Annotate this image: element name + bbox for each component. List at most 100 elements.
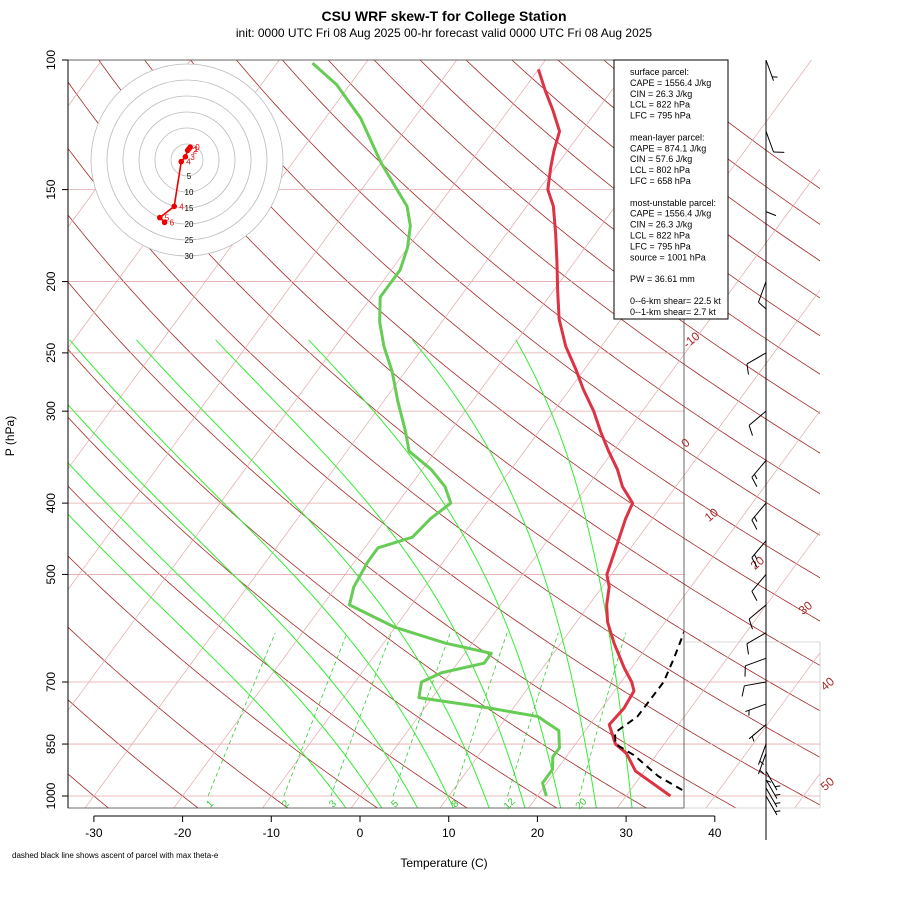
wind-barb-staff bbox=[745, 657, 767, 667]
wind-barb-staff bbox=[746, 632, 767, 645]
x-tick-label: -10 bbox=[263, 826, 281, 840]
footnote: dashed black line shows ascent of parcel… bbox=[12, 851, 219, 860]
hodograph-ring bbox=[122, 95, 252, 225]
wind-barb-column bbox=[741, 59, 785, 840]
isotherm bbox=[705, 652, 820, 808]
y-tick-label: 400 bbox=[44, 493, 58, 513]
moist-adiabat bbox=[215, 339, 526, 808]
dry-adiabat bbox=[68, 81, 820, 712]
dry-adiabat bbox=[68, 626, 289, 808]
hodograph-ring-label: 10 bbox=[185, 188, 194, 197]
moist-adiabat bbox=[69, 339, 454, 808]
parcel-ascent-line bbox=[612, 147, 684, 793]
wind-barb-feather bbox=[751, 519, 758, 530]
wind-barb bbox=[744, 657, 767, 677]
wind-barb bbox=[751, 574, 767, 602]
hodograph-ring bbox=[90, 63, 284, 257]
wind-barb-feather bbox=[753, 473, 758, 480]
wind-barb-feather bbox=[751, 736, 755, 742]
hodograph-ring-label: 20 bbox=[185, 220, 194, 229]
y-axis-label: P (hPa) bbox=[3, 416, 17, 456]
dry-adiabat bbox=[373, 60, 820, 414]
wind-barb-feather bbox=[746, 643, 749, 655]
chart-title: CSU WRF skew-T for College Station bbox=[321, 8, 566, 24]
wind-barb bbox=[765, 795, 781, 816]
info-box-frame bbox=[613, 59, 729, 320]
wind-barb-staff bbox=[765, 131, 774, 153]
wind-barb-staff bbox=[745, 703, 767, 713]
wind-barb bbox=[748, 410, 767, 436]
dry-adiabat bbox=[68, 416, 558, 808]
info-box-line: 0--6-km shear= 22.5 kt bbox=[630, 296, 721, 306]
wind-barb-staff bbox=[758, 743, 767, 765]
wind-barb-feather bbox=[751, 557, 758, 568]
hodograph-ring bbox=[106, 79, 268, 241]
wind-barb-staff bbox=[748, 724, 767, 740]
hodograph-point-label: 5 bbox=[165, 214, 170, 223]
x-tick-label: -20 bbox=[174, 826, 192, 840]
hodograph-background bbox=[91, 64, 283, 256]
wind-barb-staff bbox=[765, 787, 778, 808]
wind-barb-feather bbox=[748, 618, 753, 630]
wind-barb-staff bbox=[748, 604, 767, 620]
y-tick-label: 500 bbox=[44, 564, 58, 584]
info-box-line: source = 1001 hPa bbox=[630, 252, 706, 262]
info-box-line: PW = 36.61 mm bbox=[630, 274, 695, 284]
dry-adiabat bbox=[98, 60, 820, 666]
isotherm bbox=[68, 60, 457, 591]
y-tick-label: 850 bbox=[44, 734, 58, 754]
dry-adiabat bbox=[68, 147, 820, 758]
isotherm bbox=[84, 60, 635, 808]
mixing-ratio-line bbox=[507, 632, 559, 797]
wind-barb-staff bbox=[765, 795, 778, 816]
wind-barb-feather bbox=[759, 760, 765, 765]
x-tick-label: -30 bbox=[85, 826, 103, 840]
hodograph-ring bbox=[170, 143, 204, 177]
wind-barb bbox=[741, 681, 767, 697]
mixing-ratio-line bbox=[207, 632, 276, 797]
mixing-ratio-label: 12 bbox=[502, 796, 518, 812]
wind-barb bbox=[751, 540, 767, 568]
wind-barb-feather bbox=[753, 554, 758, 560]
info-box-line: most-unstable parcel: bbox=[630, 198, 716, 208]
y-tick-label: 200 bbox=[44, 271, 58, 291]
hodograph-point bbox=[171, 203, 177, 210]
wind-barb-staff bbox=[758, 281, 767, 303]
info-box-line: LCL = 822 hPa bbox=[630, 100, 690, 110]
dry-adiabat bbox=[236, 60, 820, 536]
wind-barb-feather bbox=[765, 779, 772, 783]
wind-barb-feather bbox=[741, 685, 745, 697]
wind-barb-feather bbox=[751, 591, 758, 602]
x-tick-label: 40 bbox=[708, 826, 722, 840]
dry-adiabat bbox=[419, 60, 820, 375]
wind-barb bbox=[746, 352, 767, 375]
info-box-line: mean-layer parcel: bbox=[630, 132, 705, 142]
wind-barb-staff bbox=[751, 502, 767, 521]
wind-barb-feather bbox=[765, 211, 777, 217]
y-tick-label: 150 bbox=[44, 179, 58, 199]
wind-barb bbox=[765, 762, 772, 785]
isotherm-label: 50 bbox=[818, 774, 837, 794]
dry-adiabat bbox=[282, 60, 820, 495]
wind-barb bbox=[746, 632, 767, 655]
hodograph-point bbox=[161, 219, 168, 226]
hodograph-ring bbox=[138, 111, 236, 209]
wind-barb-staff bbox=[751, 460, 767, 478]
info-box-line: CAPE = 874.1 J/kg bbox=[630, 143, 706, 153]
wind-barb-staff bbox=[751, 574, 767, 592]
y-tick-label: 1000 bbox=[44, 782, 58, 809]
info-box-line: LFC = 658 hPa bbox=[630, 176, 691, 186]
dry-adiabat bbox=[327, 60, 820, 454]
isotherm bbox=[616, 531, 820, 808]
wind-barb bbox=[751, 502, 767, 530]
mixing-ratio-line bbox=[578, 632, 627, 797]
dry-adiabat bbox=[144, 60, 820, 622]
info-box-line: surface parcel: bbox=[630, 67, 689, 77]
dry-adiabat bbox=[68, 281, 737, 808]
info-box-line: LFC = 795 hPa bbox=[630, 111, 691, 121]
hodograph-ring bbox=[154, 127, 220, 193]
hodograph-ring-label: 5 bbox=[187, 172, 192, 181]
mixing-ratio-line bbox=[330, 632, 392, 797]
